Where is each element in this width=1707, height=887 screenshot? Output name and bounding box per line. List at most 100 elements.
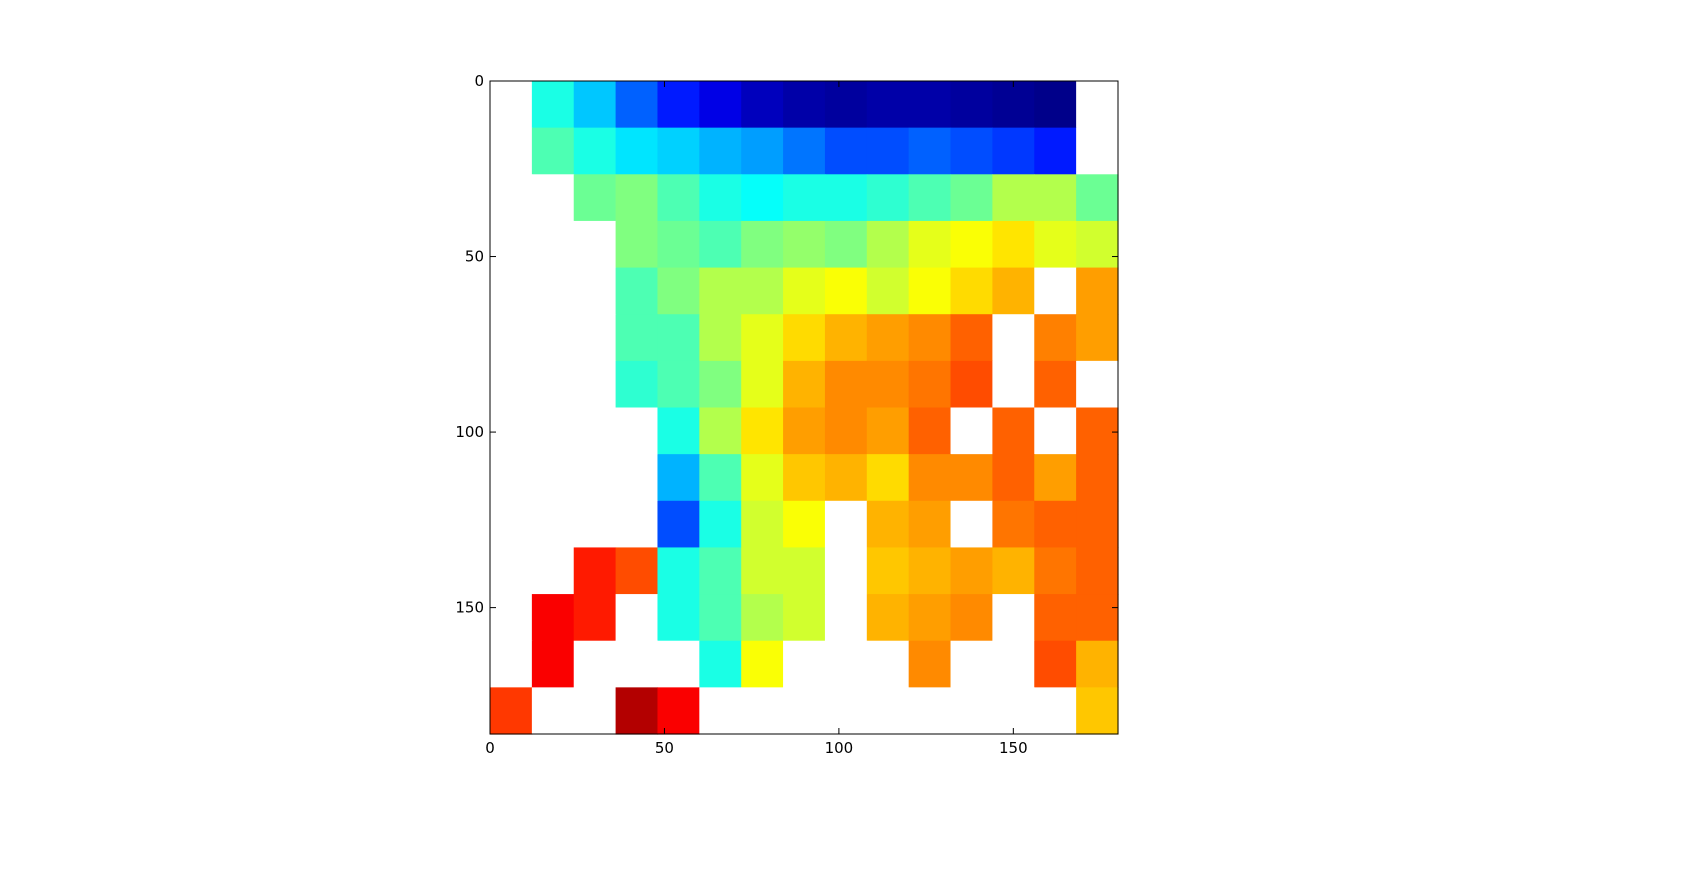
heatmap-cell <box>824 640 868 688</box>
heatmap-cell <box>615 640 659 688</box>
heatmap-cell <box>866 500 910 549</box>
heatmap-cell <box>573 687 617 735</box>
heatmap-cell <box>657 454 700 502</box>
heatmap-cell <box>657 81 700 129</box>
heatmap-cell <box>992 127 1035 175</box>
heatmap-cell <box>950 314 993 362</box>
heatmap-cell <box>1034 407 1077 455</box>
heatmap-cell <box>657 127 700 175</box>
heatmap-cell <box>783 594 826 642</box>
heatmap-cell <box>699 81 742 129</box>
heatmap-cell <box>908 267 952 315</box>
heatmap-cell <box>699 174 742 222</box>
heatmap-cell <box>824 360 868 409</box>
heatmap-cell <box>824 314 868 362</box>
heatmap-cell <box>615 594 659 642</box>
heatmap-cell <box>741 81 784 129</box>
heatmap-cell <box>783 547 826 595</box>
heatmap-cell <box>699 687 742 735</box>
heatmap-cell <box>992 547 1035 595</box>
heatmap-cell <box>741 547 784 595</box>
heatmap-cell <box>490 267 533 315</box>
heatmap-cell <box>1076 640 1119 688</box>
heatmap-cell <box>866 127 910 175</box>
heatmap-cell <box>699 127 742 175</box>
heatmap-cell <box>490 81 533 129</box>
heatmap-cell <box>490 547 533 595</box>
heatmap-cell <box>908 594 952 642</box>
y-tick-label: 100 <box>455 423 484 441</box>
heatmap-cell <box>908 174 952 222</box>
heatmap-cell <box>992 220 1035 269</box>
heatmap-cell <box>824 267 868 315</box>
heatmap-cell <box>741 360 784 409</box>
heatmap-cell <box>699 640 742 688</box>
heatmap-cell <box>573 314 617 362</box>
heatmap-cell <box>783 220 826 269</box>
heatmap-cell <box>1076 127 1119 175</box>
heatmap-cell <box>531 314 575 362</box>
heatmap-cell <box>783 81 826 129</box>
heatmap-cell <box>950 220 993 269</box>
heatmap-cell <box>908 360 952 409</box>
heatmap-cell <box>1076 314 1119 362</box>
heatmap-cell <box>950 640 993 688</box>
heatmap-cell <box>908 454 952 502</box>
heatmap-cell <box>490 594 533 642</box>
heatmap-cell <box>657 547 700 595</box>
heatmap-cell <box>950 594 993 642</box>
heatmap-cell <box>615 174 659 222</box>
heatmap-cell <box>615 547 659 595</box>
heatmap-cell <box>573 500 617 549</box>
heatmap-cell <box>866 594 910 642</box>
heatmap-cell <box>699 220 742 269</box>
heatmap-cell <box>531 220 575 269</box>
heatmap-cell <box>866 81 910 129</box>
heatmap-cell <box>615 407 659 455</box>
heatmap-cell <box>531 81 575 129</box>
y-axis: 0 50 100 150 <box>455 72 1118 617</box>
heatmap-cell <box>866 547 910 595</box>
heatmap-cell <box>866 220 910 269</box>
heatmap-cell <box>573 127 617 175</box>
heatmap-cell <box>573 360 617 409</box>
heatmap-cell <box>490 500 533 549</box>
heatmap-cell <box>1076 454 1119 502</box>
heatmap-cell <box>824 174 868 222</box>
heatmap-cell <box>741 174 784 222</box>
heatmap-cell <box>908 687 952 735</box>
heatmap-cell <box>908 407 952 455</box>
heatmap-cell <box>615 81 659 129</box>
heatmap-cell <box>741 500 784 549</box>
heatmap-cell <box>741 407 784 455</box>
heatmap-cell <box>531 547 575 595</box>
x-tick-label: 0 <box>485 739 495 757</box>
heatmap-cell <box>615 360 659 409</box>
heatmap-cell <box>573 81 617 129</box>
heatmap-cell <box>824 81 868 129</box>
heatmap-cell <box>1076 687 1119 735</box>
heatmap-cell <box>783 174 826 222</box>
heatmap-cell <box>490 407 533 455</box>
heatmap-cell <box>699 360 742 409</box>
heatmap-cell <box>1076 220 1119 269</box>
heatmap-cell <box>824 454 868 502</box>
heatmap-cell <box>741 594 784 642</box>
heatmap-cell <box>490 220 533 269</box>
heatmap-cell <box>824 547 868 595</box>
heatmap-cell <box>573 267 617 315</box>
heatmap-cell <box>1034 687 1077 735</box>
heatmap-cell <box>741 127 784 175</box>
heatmap-cell <box>699 267 742 315</box>
heatmap-cell <box>950 174 993 222</box>
heatmap-cell <box>573 547 617 595</box>
heatmap-cell <box>783 360 826 409</box>
heatmap-image <box>490 81 1119 735</box>
heatmap-cell <box>699 454 742 502</box>
x-tick-label: 50 <box>655 739 674 757</box>
heatmap-cell <box>1076 547 1119 595</box>
heatmap-cell <box>615 127 659 175</box>
heatmap-cell <box>490 640 533 688</box>
heatmap-cell <box>783 640 826 688</box>
